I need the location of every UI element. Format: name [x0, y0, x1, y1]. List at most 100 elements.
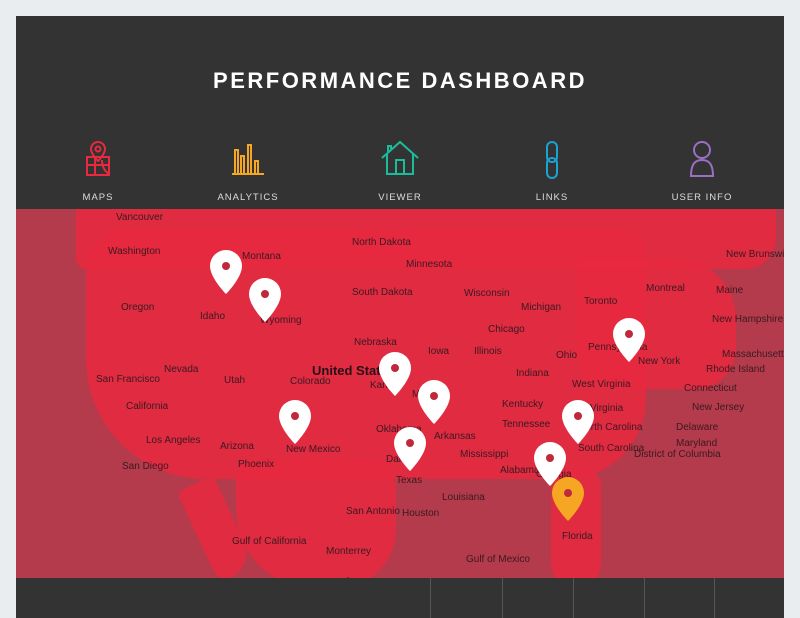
map-pin-icon — [279, 400, 311, 444]
dashboard-panel: PERFORMANCE DASHBOARD MAPS ANALYTICS VIE… — [16, 16, 784, 618]
map-label: Nebraska — [354, 337, 397, 348]
map-label: Minnesota — [406, 259, 453, 270]
map-label: Oregon — [121, 302, 155, 313]
location-pin[interactable] — [612, 317, 646, 363]
map-label: Louisiana — [442, 492, 485, 503]
map-label: Illinois — [474, 346, 502, 357]
location-pin[interactable] — [209, 249, 243, 295]
map-pin-icon — [394, 427, 426, 471]
map-label: Texas — [396, 475, 423, 486]
map-label: District of Columbia — [634, 449, 721, 460]
map-label: Colorado — [290, 376, 331, 387]
user-icon — [689, 141, 715, 177]
map-label: Gulf of Mexico — [466, 554, 530, 565]
house-icon — [381, 140, 419, 175]
nav-bar: MAPS ANALYTICS VIEWER LINKS USER INFO — [16, 140, 784, 210]
map-label: Idaho — [200, 311, 226, 322]
map-label: Toronto — [584, 296, 618, 307]
map-label: North Dakota — [352, 237, 411, 248]
map-pin-icon — [534, 442, 566, 486]
map-label: South Dakota — [352, 287, 413, 298]
nav-item-maps[interactable]: MAPS — [38, 140, 158, 203]
map-label: New Jersey — [692, 402, 745, 413]
map-label: Michigan — [521, 302, 562, 313]
map-label: New Mexico — [286, 444, 341, 455]
bottom-bar — [16, 578, 784, 618]
nav-label: MAPS — [82, 192, 114, 203]
map-label: Delaware — [676, 422, 719, 433]
nav-label: VIEWER — [378, 192, 422, 203]
map-pin-icon — [552, 477, 584, 521]
land-northeast — [576, 259, 736, 389]
divider — [644, 578, 645, 618]
map-label: Wyoming — [260, 315, 302, 326]
map-label: Houston — [402, 508, 440, 519]
page-title: PERFORMANCE DASHBOARD — [213, 68, 587, 93]
map-label: Ohio — [556, 350, 578, 361]
map-label: Indiana — [516, 368, 549, 379]
map-label: Gulf of California — [232, 536, 307, 547]
location-pin[interactable] — [417, 379, 451, 425]
map-label: West Virginia — [572, 379, 631, 390]
map-label: Utah — [224, 375, 246, 386]
nav-item-user-info[interactable]: USER INFO — [642, 140, 762, 203]
map-pin-icon — [613, 318, 645, 362]
location-pin[interactable] — [561, 399, 595, 445]
nav-item-viewer[interactable]: VIEWER — [340, 140, 460, 203]
map-pin-icon — [210, 250, 242, 294]
map-label: Kentucky — [502, 399, 544, 410]
divider — [573, 578, 574, 618]
us-map[interactable]: Vancouver Washington Montana North Dakota Mi… — [16, 209, 784, 578]
map-label: North Carolina — [578, 422, 643, 433]
map-label: Connecticut — [684, 383, 737, 394]
land-us — [86, 229, 646, 479]
map-label: Arizona — [220, 441, 254, 452]
location-pin[interactable] — [278, 399, 312, 445]
map-label: San Francisco — [96, 374, 160, 385]
map-label: New York — [638, 356, 681, 367]
nav-label: USER INFO — [671, 192, 733, 203]
map-label: Iowa — [428, 346, 450, 357]
map-label: Washington — [108, 246, 161, 257]
nav-item-analytics[interactable]: ANALYTICS — [188, 140, 308, 203]
map-label: Mississippi — [460, 449, 509, 460]
map-label: Los Angeles — [146, 435, 201, 446]
map-label: New Hampshire — [712, 314, 784, 325]
map-label: Massachusetts — [722, 349, 784, 360]
map-pin-icon — [379, 352, 411, 396]
divider — [502, 578, 503, 618]
map-label: San Diego — [122, 461, 169, 472]
map-label: Montana — [242, 251, 281, 262]
location-pin[interactable] — [248, 277, 282, 323]
map-label: Maine — [716, 285, 744, 296]
map-label: Tennessee — [502, 419, 551, 430]
map-pin-icon — [418, 380, 450, 424]
location-pin-active[interactable] — [551, 476, 585, 522]
land-mexico — [236, 459, 396, 578]
map-pin-icon — [249, 278, 281, 322]
divider — [714, 578, 715, 618]
map-label: San Antonio — [346, 506, 400, 517]
map-label: Maryland — [676, 438, 718, 449]
map-label: Virginia — [590, 403, 624, 414]
map-label: Nevada — [164, 364, 199, 375]
map-label: California — [126, 401, 169, 412]
map-label: Chicago — [488, 324, 525, 335]
map-label: South Carolina — [578, 443, 645, 454]
map-label: Arkansas — [434, 431, 476, 442]
location-pin[interactable] — [378, 351, 412, 397]
map-label: Wisconsin — [464, 288, 510, 299]
map-label: Dallas — [386, 454, 414, 465]
map-label: Mexico — [321, 575, 365, 578]
map-label: Monterrey — [326, 546, 372, 557]
map-label: Florida — [562, 531, 593, 542]
map-pin-icon — [562, 400, 594, 444]
map-label: Alabama — [500, 465, 540, 476]
map-label: Phoenix — [238, 459, 275, 470]
location-pin[interactable] — [533, 441, 567, 487]
map-label: Montreal — [646, 283, 685, 294]
nav-item-links[interactable]: LINKS — [492, 140, 612, 203]
map-label: Rhode Island — [706, 364, 765, 375]
nav-label: LINKS — [535, 192, 569, 203]
location-pin[interactable] — [393, 426, 427, 472]
